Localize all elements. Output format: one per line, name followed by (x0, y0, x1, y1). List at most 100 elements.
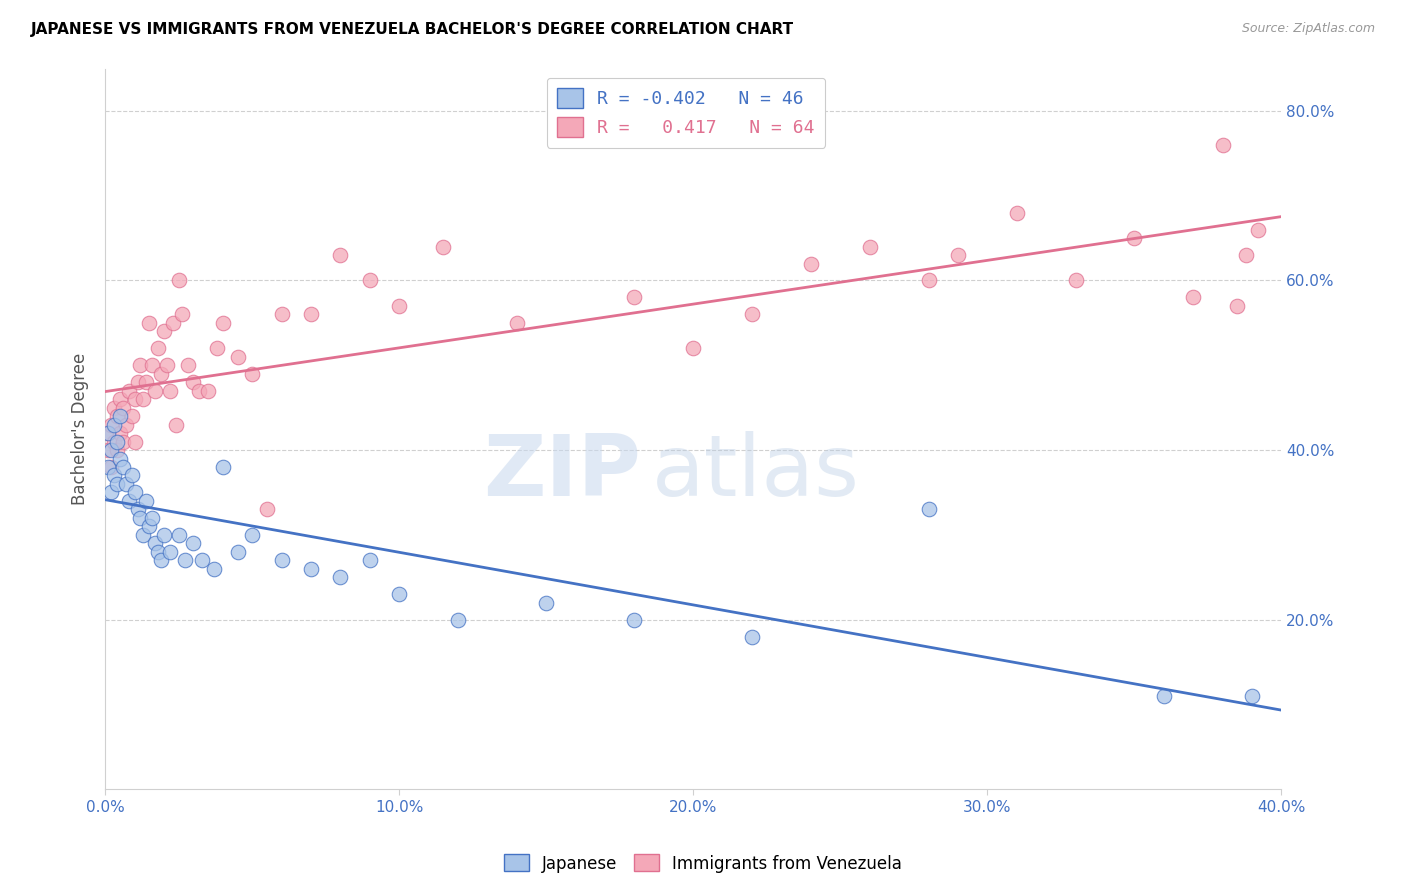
Point (170, 307, 193, 321)
Point (1153, 689, 1175, 703)
Point (211, 316, 233, 330)
Point (141, 511, 163, 525)
Point (143, 384, 166, 398)
Point (176, 358, 198, 372)
Point (191, 553, 214, 567)
Point (100, 443, 122, 458)
Point (108, 392, 131, 406)
Point (299, 307, 322, 321)
Point (103, 417, 125, 432)
Point (143, 536, 166, 550)
Point (132, 392, 155, 406)
Point (129, 358, 152, 372)
Point (447, 613, 470, 627)
Point (108, 426, 131, 441)
Point (197, 384, 219, 398)
Point (124, 434, 146, 449)
Point (536, 596, 558, 610)
Point (1247, 222, 1270, 236)
Point (188, 384, 211, 398)
Point (105, 434, 128, 449)
Point (1234, 248, 1257, 262)
Point (432, 239, 454, 253)
Point (153, 528, 176, 542)
Point (388, 299, 411, 313)
Point (103, 468, 125, 483)
Point (100, 485, 122, 500)
Point (1005, 205, 1028, 219)
Point (329, 248, 352, 262)
Point (156, 358, 179, 372)
Point (108, 409, 131, 423)
Point (114, 417, 136, 432)
Point (121, 468, 143, 483)
Point (138, 519, 160, 533)
Point (124, 392, 146, 406)
Point (105, 477, 128, 491)
Point (256, 502, 278, 516)
Point (97, 426, 120, 441)
Point (97, 443, 120, 458)
Point (135, 375, 157, 389)
Point (111, 460, 134, 475)
Point (127, 502, 149, 516)
Point (183, 536, 205, 550)
Point (138, 316, 160, 330)
Point (167, 273, 190, 287)
Point (135, 494, 157, 508)
Point (859, 239, 882, 253)
Point (226, 545, 249, 559)
Point (329, 570, 352, 584)
Point (240, 528, 263, 542)
Point (150, 367, 173, 381)
Point (159, 384, 181, 398)
Point (129, 511, 152, 525)
Point (359, 273, 381, 287)
Point (146, 545, 169, 559)
Point (226, 350, 249, 364)
Point (103, 434, 125, 449)
Point (917, 273, 939, 287)
Point (205, 341, 228, 355)
Point (270, 553, 292, 567)
Point (111, 434, 134, 449)
Point (682, 341, 704, 355)
Point (623, 290, 645, 304)
Point (623, 613, 645, 627)
Text: ZIP: ZIP (482, 431, 640, 514)
Point (240, 367, 263, 381)
Point (114, 477, 136, 491)
Point (388, 587, 411, 601)
Point (153, 324, 176, 338)
Point (741, 307, 763, 321)
Point (105, 443, 128, 458)
Text: atlas: atlas (652, 431, 860, 514)
Point (1212, 137, 1234, 152)
Point (917, 502, 939, 516)
Point (111, 401, 134, 415)
Point (100, 417, 122, 432)
Point (118, 494, 141, 508)
Point (359, 553, 381, 567)
Point (146, 341, 169, 355)
Point (270, 307, 292, 321)
Point (202, 562, 225, 576)
Point (183, 375, 205, 389)
Point (173, 553, 195, 567)
Point (299, 562, 322, 576)
Point (132, 528, 155, 542)
Point (141, 358, 163, 372)
Point (211, 460, 233, 475)
Point (167, 528, 190, 542)
Text: JAPANESE VS IMMIGRANTS FROM VENEZUELA BACHELOR'S DEGREE CORRELATION CHART: JAPANESE VS IMMIGRANTS FROM VENEZUELA BA… (31, 22, 794, 37)
Point (165, 417, 187, 432)
Point (127, 375, 149, 389)
Point (97, 426, 120, 441)
Point (946, 248, 969, 262)
Point (800, 256, 823, 270)
Point (105, 409, 128, 423)
Point (162, 316, 184, 330)
Y-axis label: Bachelor's Degree: Bachelor's Degree (72, 352, 89, 505)
Point (150, 553, 173, 567)
Text: Source: ZipAtlas.com: Source: ZipAtlas.com (1241, 22, 1375, 36)
